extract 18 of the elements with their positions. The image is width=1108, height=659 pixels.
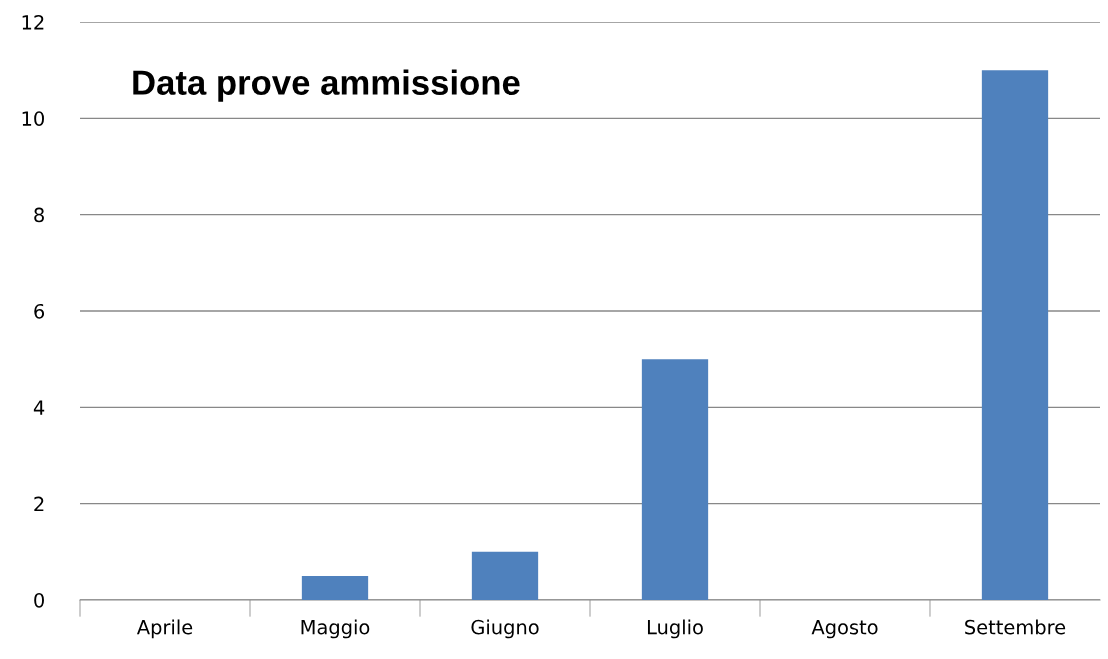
x-tick-label: Giugno: [471, 619, 539, 639]
bar: [471, 551, 539, 600]
y-tick-label: 6: [34, 303, 45, 319]
y-tick-label: 12: [22, 14, 44, 30]
y-tick-label: 4: [33, 400, 45, 415]
x-tick-label: Maggio: [301, 619, 370, 639]
x-tick-label: Settembre: [965, 619, 1066, 635]
y-tick-label: 10: [22, 111, 44, 126]
bar: [301, 575, 369, 600]
text: Data prove ammissione: [133, 69, 520, 102]
bar: [641, 359, 709, 600]
x-tick-label: Luglio: [647, 619, 703, 639]
x-tick-label: Aprile: [136, 619, 193, 639]
bar: [981, 70, 1049, 600]
y-tick-label: 8: [34, 207, 44, 223]
x-tick-label: Agosto: [811, 620, 878, 639]
y-tick-label: 2: [34, 496, 44, 512]
y-tick-label: 0: [34, 592, 44, 608]
